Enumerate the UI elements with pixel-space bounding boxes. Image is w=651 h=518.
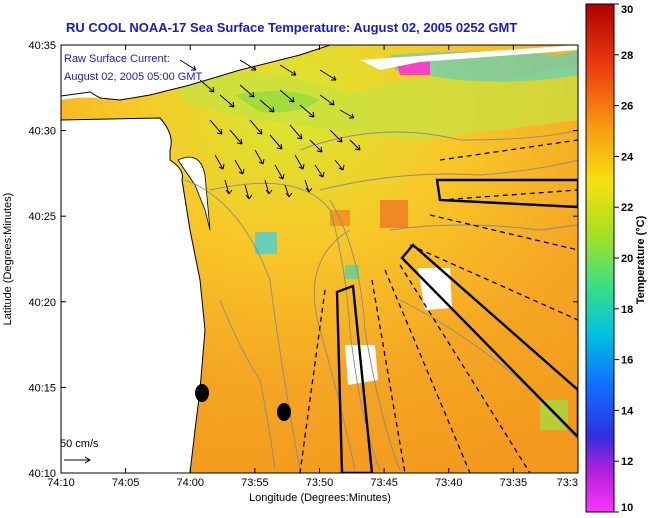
current-vectors xyxy=(179,59,361,200)
y-tick-label: 40:25 xyxy=(28,211,56,223)
colorbar-tick-label: 28 xyxy=(621,50,633,62)
survey-polygons xyxy=(335,178,578,473)
annotation-line2: August 02, 2005 05:00 GMT xyxy=(64,71,202,83)
sandy-hook xyxy=(177,156,211,231)
x-tick-label: 73:55 xyxy=(241,477,269,489)
colorbar xyxy=(585,3,615,513)
y-tick-label: 40:10 xyxy=(28,468,56,480)
colorbar-tick-label: 20 xyxy=(621,253,633,265)
colorbar-ticks: 30 28 26 24 22 20 18 16 14 12 10 xyxy=(614,3,634,514)
scale-label: 50 cm/s xyxy=(60,438,99,450)
map-title: RU COOL NOAA-17 Sea Surface Temperature:… xyxy=(66,20,518,35)
bathymetry-contours xyxy=(184,129,578,471)
colorbar-tick-label: 30 xyxy=(621,4,633,16)
x-axis: 74:10 74:05 74:00 73:55 73:50 73:45 73:40 73:35… xyxy=(47,45,579,489)
colorbar-tick-label: 10 xyxy=(621,502,633,514)
x-tick-label: 74:05 xyxy=(112,477,140,489)
land-long-island xyxy=(360,45,578,70)
y-tick-label: 40:35 xyxy=(28,40,56,52)
scale-arrow xyxy=(64,456,91,464)
colorbar-tick-label: 22 xyxy=(621,202,633,214)
cool-patch xyxy=(255,232,277,254)
marker-dot xyxy=(277,403,291,421)
colorbar-tick-label: 26 xyxy=(621,101,633,113)
plot-area xyxy=(61,45,578,473)
colorbar-tick-label: 16 xyxy=(621,355,633,367)
y-tick-label: 40:20 xyxy=(28,297,56,309)
radial-lines xyxy=(299,139,578,473)
y-axis: 40:35 40:30 40:25 40:20 40:15 40:10 xyxy=(28,40,578,480)
x-tick-label: 74:00 xyxy=(176,477,204,489)
x-tick-label: 73:40 xyxy=(435,477,463,489)
colorbar-tick-label: 14 xyxy=(621,405,634,417)
y-tick-label: 40:15 xyxy=(28,382,56,394)
y-axis-label: Latitude (Degrees:Minutes) xyxy=(2,193,14,326)
x-tick-label: 74:10 xyxy=(47,477,75,489)
y-tick-label: 40:30 xyxy=(28,126,56,138)
land-new-jersey xyxy=(61,117,206,473)
x-axis-label: Longitude (Degrees:Minutes) xyxy=(249,492,391,504)
land-staten xyxy=(61,45,331,101)
x-tick-label: 73:45 xyxy=(370,477,398,489)
x-tick-label: 73:35 xyxy=(500,477,528,489)
x-tick-label: 73:3 xyxy=(557,477,578,489)
annotation-line1: Raw Surface Current: xyxy=(64,53,170,65)
colorbar-tick-label: 12 xyxy=(621,456,633,468)
marker-dot xyxy=(195,384,209,402)
colorbar-tick-label: 24 xyxy=(621,151,634,163)
colorbar-tick-label: 18 xyxy=(621,304,633,316)
colorbar-label: Temperature (°C) xyxy=(635,215,647,304)
x-tick-label: 73:50 xyxy=(306,477,334,489)
